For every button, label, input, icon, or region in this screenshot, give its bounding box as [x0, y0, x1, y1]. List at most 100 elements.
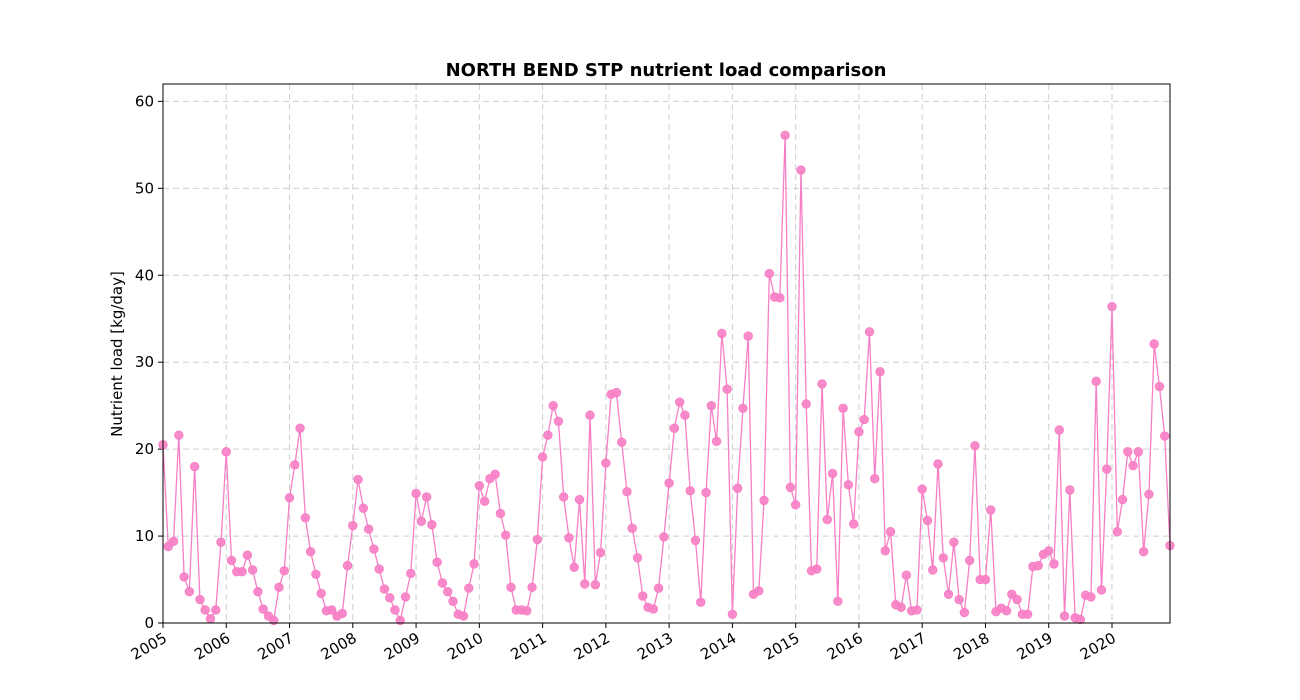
data-point — [801, 399, 811, 409]
y-tick-label: 30 — [135, 353, 154, 371]
data-point — [495, 508, 506, 519]
data-point — [764, 268, 775, 279]
data-point — [253, 587, 263, 597]
data-point — [875, 367, 885, 377]
chart-title: NORTH BEND STP nutrient load comparison — [446, 60, 887, 81]
data-point — [221, 447, 231, 457]
data-point — [537, 452, 548, 462]
data-point — [358, 503, 369, 513]
data-point — [211, 605, 221, 615]
data-point — [400, 592, 411, 602]
data-point — [300, 513, 311, 523]
data-point — [922, 515, 933, 526]
data-point — [458, 611, 469, 621]
data-point — [717, 328, 727, 339]
data-point — [421, 492, 432, 502]
data-point — [479, 496, 490, 506]
data-point — [616, 437, 627, 447]
data-point — [943, 589, 954, 600]
data-point — [385, 593, 395, 603]
data-point — [743, 331, 753, 341]
data-point — [474, 480, 485, 491]
data-point — [986, 505, 996, 515]
data-point — [690, 535, 701, 546]
data-point — [416, 516, 427, 526]
data-point — [585, 410, 595, 420]
data-point — [490, 469, 500, 480]
data-point — [558, 492, 569, 502]
data-point — [395, 615, 405, 626]
data-point — [611, 387, 622, 398]
data-point — [601, 458, 611, 468]
data-point — [711, 436, 722, 446]
data-point — [195, 594, 205, 605]
data-point — [964, 555, 975, 566]
data-point — [1054, 425, 1064, 435]
data-point — [938, 553, 948, 563]
data-point — [1123, 447, 1133, 457]
data-point — [242, 550, 253, 560]
data-point — [706, 400, 717, 411]
data-point — [859, 414, 869, 425]
data-point — [949, 537, 959, 547]
data-point — [680, 410, 690, 420]
data-point — [369, 544, 379, 554]
series-line — [162, 135, 1171, 623]
x-tick-label: 2016 — [824, 629, 866, 664]
data-point — [1001, 606, 1012, 616]
data-point — [833, 596, 843, 606]
data-point — [595, 547, 606, 558]
data-point — [696, 597, 706, 607]
data-point — [448, 596, 458, 606]
data-point — [664, 478, 674, 488]
data-point — [363, 524, 374, 534]
x-tick-label: 2012 — [571, 629, 613, 664]
data-point — [685, 486, 695, 496]
data-point — [1059, 611, 1070, 621]
data-point — [822, 514, 832, 525]
data-point — [1091, 376, 1101, 387]
data-point — [627, 523, 637, 533]
data-point — [274, 582, 284, 593]
data-point — [237, 567, 247, 577]
data-point — [1138, 547, 1149, 557]
grid-layer — [162, 84, 1170, 624]
data-point — [179, 572, 189, 582]
data-point — [790, 500, 801, 510]
data-point — [353, 474, 363, 485]
data-point — [390, 605, 400, 615]
data-point — [843, 480, 854, 490]
data-point — [659, 532, 669, 542]
data-point — [247, 565, 258, 575]
data-point — [226, 555, 237, 566]
data-point — [980, 574, 991, 585]
data-point — [1128, 460, 1138, 471]
x-tick-label: 2019 — [1014, 629, 1056, 664]
data-point — [632, 553, 643, 563]
data-point — [501, 530, 511, 540]
data-point — [1117, 494, 1128, 505]
data-point — [1096, 585, 1107, 595]
data-point — [258, 604, 268, 614]
y-tick-label: 10 — [135, 527, 154, 545]
data-point — [1160, 431, 1170, 441]
data-point — [432, 557, 442, 567]
data-point — [1033, 560, 1043, 571]
data-point — [648, 604, 659, 614]
data-point — [754, 586, 764, 596]
x-tick-label: 2017 — [887, 629, 929, 664]
data-point — [205, 613, 216, 624]
data-point — [506, 582, 516, 593]
data-point — [885, 527, 896, 537]
x-tick-label: 2008 — [318, 629, 360, 664]
data-point — [901, 570, 912, 580]
data-point — [785, 482, 796, 493]
data-point — [854, 427, 864, 437]
data-point — [469, 559, 479, 569]
data-point — [638, 591, 648, 601]
data-point — [674, 397, 685, 407]
data-point — [269, 615, 279, 626]
data-point — [1133, 447, 1144, 457]
data-point — [327, 605, 337, 615]
